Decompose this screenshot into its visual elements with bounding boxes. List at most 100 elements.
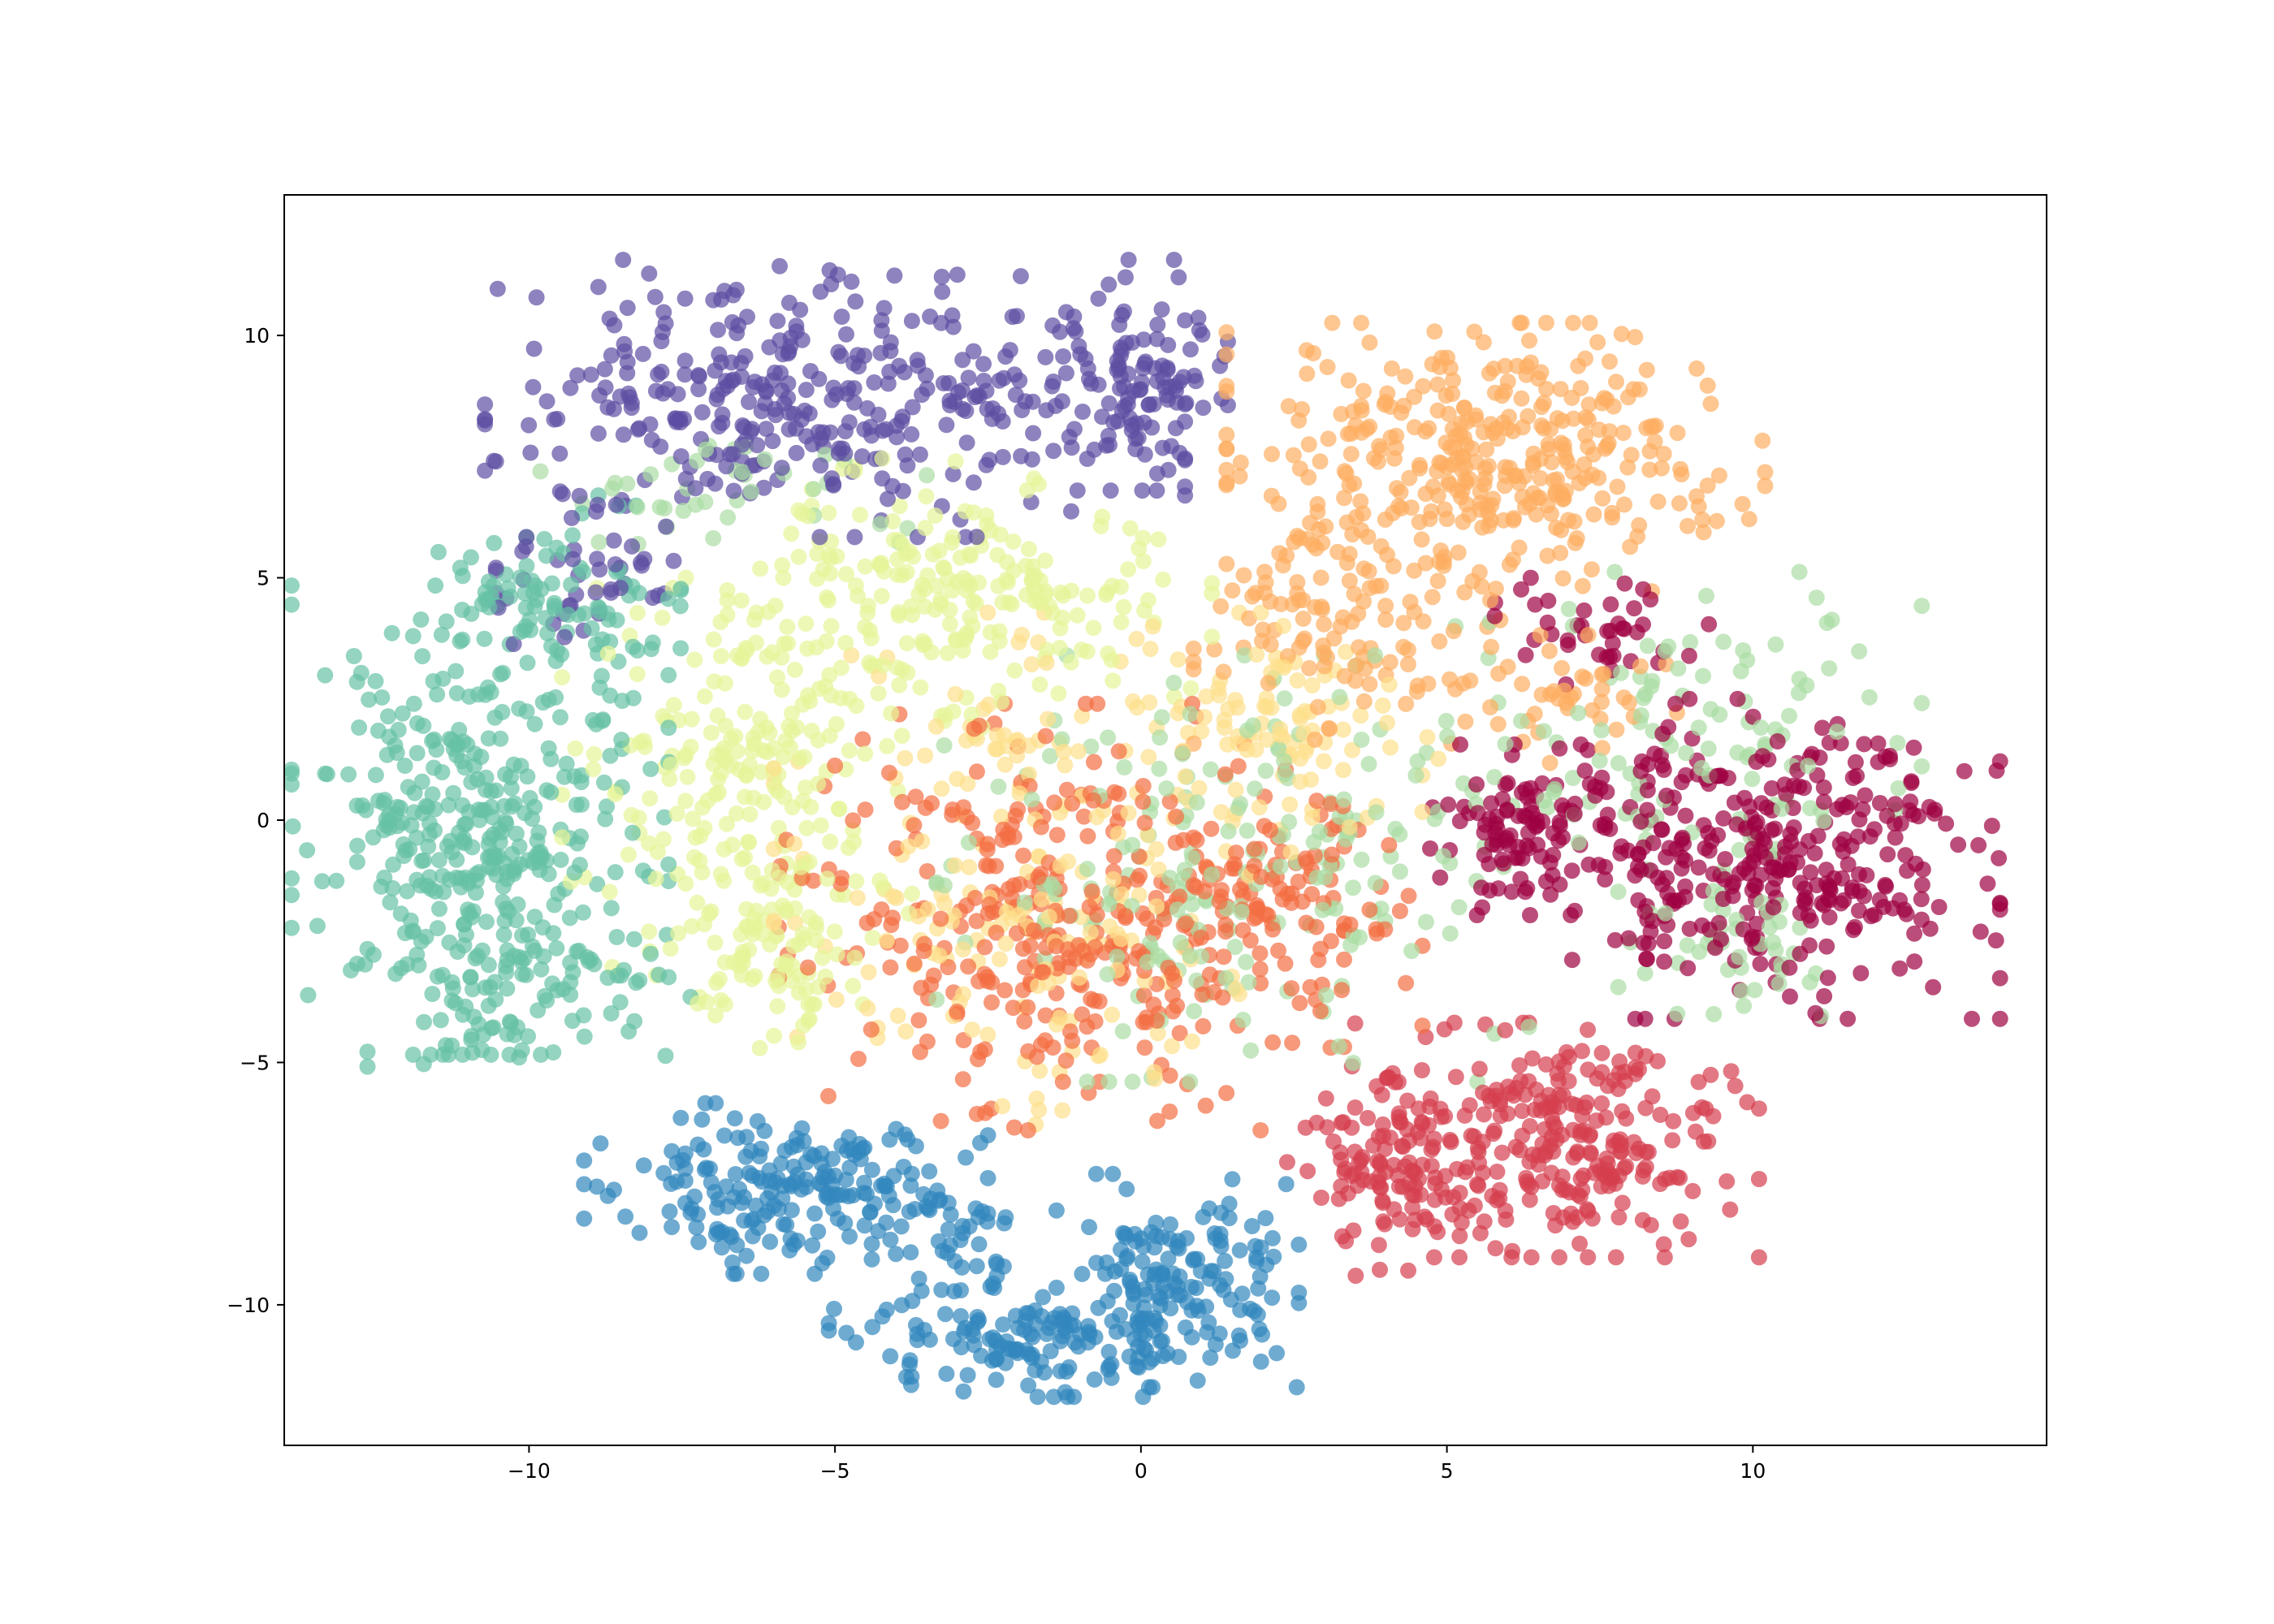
data-point [1079,1073,1096,1091]
data-point [512,569,529,586]
data-point [1013,447,1030,464]
data-point [1081,370,1097,387]
data-point [1037,1007,1054,1024]
data-point [1750,1171,1767,1187]
data-point [1510,839,1527,856]
data-point [984,400,1001,417]
data-point [1693,760,1710,776]
data-point [564,509,580,526]
data-point [952,549,969,566]
data-point [1239,823,1256,839]
data-point [1406,562,1423,579]
data-point [1041,748,1058,765]
data-point [1570,357,1587,374]
data-point [863,1250,880,1268]
data-point [919,901,936,918]
data-point [283,870,300,887]
data-point [738,918,755,935]
data-point [912,679,929,696]
data-point [833,309,850,325]
data-point [1171,888,1188,905]
data-point [677,1194,694,1212]
data-point [857,558,874,575]
data-point [663,756,679,773]
data-point [994,594,1011,611]
data-point [1550,1086,1567,1104]
data-point [1090,1299,1107,1316]
data-point [1680,960,1697,977]
data-point [707,1007,724,1024]
data-point [1472,483,1489,500]
data-point [1006,662,1023,679]
x-tick-label: 10 [1740,1459,1766,1483]
data-point [782,338,799,355]
data-point [1100,896,1118,913]
data-point [1988,762,2005,780]
data-point [1695,524,1712,541]
data-point [405,695,422,712]
data-point [1708,512,1725,529]
data-point [1215,948,1232,965]
data-point [668,1173,685,1190]
data-point [1735,921,1752,938]
data-point [636,551,653,568]
data-point [1731,841,1748,858]
data-point [1234,1012,1252,1028]
data-point [923,795,940,812]
data-point [624,824,641,841]
data-point [1456,584,1473,601]
data-point [1171,444,1188,461]
data-point [1490,665,1507,682]
data-point [1537,1056,1554,1073]
data-point [1451,1228,1468,1245]
data-point [1610,978,1627,996]
data-point [861,622,878,639]
data-point [606,317,623,334]
data-point [830,445,847,462]
data-point [953,1339,970,1356]
data-point [1377,1216,1393,1233]
data-point [1101,436,1118,453]
data-point [1008,925,1025,942]
data-point [615,252,632,268]
data-point [1135,1238,1152,1255]
data-point [736,1212,753,1229]
data-point [880,375,897,392]
data-point [283,596,300,613]
data-point [492,730,509,747]
data-point [1758,799,1775,816]
data-point [1840,1010,1857,1027]
data-point [691,853,708,870]
data-point [1838,799,1855,815]
data-point [421,826,438,843]
data-point [992,526,1009,543]
data-point [1048,1202,1065,1219]
data-point [585,761,602,778]
data-point [1606,564,1623,581]
data-point [1045,1389,1062,1406]
data-point [1690,498,1707,515]
data-point [1800,758,1817,775]
data-point [669,386,686,403]
data-point [724,1254,741,1271]
data-point [749,1112,766,1129]
data-point [1731,948,1748,965]
data-point [955,1383,972,1400]
data-point [1815,779,1832,796]
data-point [1534,1173,1551,1190]
data-point [1639,637,1656,654]
data-point [588,1178,605,1195]
data-point [1246,840,1263,857]
data-point [1053,731,1070,748]
data-point [1094,408,1110,425]
data-point [1517,646,1534,663]
data-point [1048,827,1066,844]
data-point [1005,1000,1022,1017]
data-point [1608,374,1624,391]
data-point [1079,827,1096,844]
data-point [485,860,502,877]
data-point [861,654,878,672]
data-point [783,525,800,542]
data-point [1203,820,1220,837]
data-point [647,870,664,888]
